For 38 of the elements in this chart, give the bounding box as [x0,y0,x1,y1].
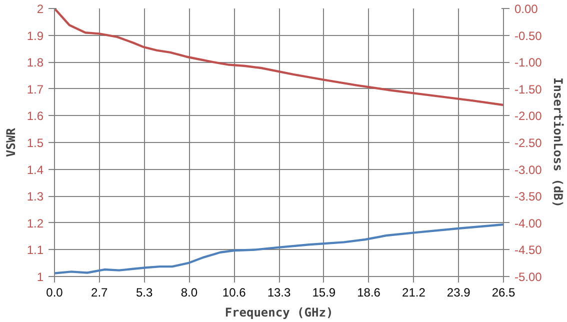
y-tick-label: 1.9 [26,28,44,43]
x-tick-label: 8.0 [180,286,198,300]
x-tick-label: 5.3 [136,286,153,300]
y-tick-label: 1.7 [26,82,44,96]
y-tick-label: 1.5 [26,136,44,150]
x-tick-label: 0.0 [46,286,64,300]
x-tick-label: 23.9 [446,286,471,300]
y2-tick-label: -2.50 [514,136,542,150]
y2-tick-label: -1.50 [514,82,542,96]
y2-tick-label: -2.00 [514,109,542,124]
x-tick-label: 21.2 [402,286,426,300]
x-tick-label: 13.3 [267,286,292,300]
x-tick-label: 26.5 [492,286,516,300]
y2-tick-label: -5.00 [514,270,542,284]
x-tick-label: 15.9 [312,286,336,300]
x-axis-title: Frequency (GHz) [224,306,334,320]
y2-tick-label: -4.50 [514,243,542,258]
y2-tick-label: 0.00 [514,2,538,16]
y-tick-label: 1.4 [26,162,44,177]
x-tick-label: 10.6 [222,286,246,300]
y2-tick-label: -3.00 [514,162,542,177]
x-tick-label: 2.7 [91,286,108,300]
y2-axis-title: InsertionLoss (dB) [550,77,565,208]
y-tick-label: 2 [36,2,44,16]
y-tick-label: 1.8 [26,56,44,70]
y-tick-label: 1.2 [26,216,44,230]
y2-tick-label: -1.00 [514,56,542,70]
y-tick-label: 1.1 [26,243,44,258]
y-tick-label: 1.3 [26,190,44,204]
y2-tick-label: -0.50 [514,28,542,43]
y-tick-label: 1.6 [26,109,44,124]
line-series [54,223,504,274]
x-tick-label: 18.6 [357,286,381,300]
line-series [54,8,504,106]
y-axis-title: VSWR [4,127,18,157]
y2-tick-label: -4.00 [514,216,542,230]
y-tick-label: 1 [36,270,44,284]
y2-tick-label: -3.50 [514,190,542,204]
